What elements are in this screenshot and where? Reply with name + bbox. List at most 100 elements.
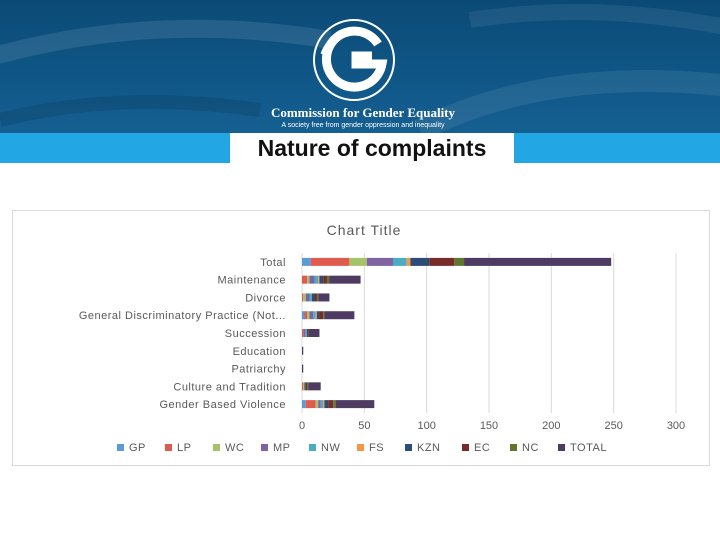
category-label: Succession [225,328,286,340]
legend-label: WC [225,442,244,454]
legend-swatch [405,444,412,451]
bar-segment-total [318,293,330,302]
bar-segment-total [335,400,375,409]
bar-segment-lp [302,293,304,302]
bar-segment-ec [314,293,317,302]
bar-segment-mp [366,257,394,266]
category-label: Education [233,346,286,358]
bar-segment-ec [319,311,324,320]
bar-segment-lp [302,275,307,284]
chart-container: Gender Based Violence Culture and Traditi… [12,210,710,466]
legend-label: MP [273,442,291,454]
chart-category-labels: Gender Based Violence Culture and Traditi… [79,257,286,411]
legend-label: EC [474,442,490,454]
bar-segment-mp [309,311,314,320]
bar-segment-kzn [306,329,309,337]
bar-segment-lp [304,311,307,320]
bar-segment-total [302,346,304,355]
bar-segment-nw [309,293,312,302]
bar-segment-ec [323,275,327,284]
legend-label: GP [129,442,146,454]
bar-segment-nc [333,400,336,409]
bar-segment-mp [305,293,310,302]
x-tick-label: 50 [358,420,370,432]
bar-segment-kzn [304,382,306,391]
title-box [230,133,514,163]
stacked-bar-chart: Gender Based Violence Culture and Traditi… [79,222,685,454]
bar-segment-wc [306,275,310,284]
x-tick-label: 300 [667,420,685,432]
bar-segment-gp [302,311,305,320]
category-label: Patriarchy [231,364,286,376]
x-tick-label: 200 [542,420,560,432]
bar-segment-ec [429,257,455,266]
bar-segment-gp [302,257,311,266]
bar-segment-lp [310,257,350,266]
bar-segment-fs [315,311,317,320]
category-label: Total [260,257,286,269]
bar-segment-total [302,364,304,373]
chart-bars [302,257,612,409]
legend-swatch [558,444,565,451]
bar-segment-lp [302,382,304,391]
legend-swatch [309,444,316,451]
bar-segment-total [464,257,612,266]
bar-segment-kzn [316,311,320,320]
bar-segment-wc [303,382,305,391]
bar-segment-nc [454,257,465,266]
bar-segment-total [324,311,355,320]
bar-segment-wc [349,257,367,266]
legend-swatch [510,444,517,451]
bar-segment-wc [315,400,319,409]
bar-segment-fs [318,275,320,284]
bar-segment-mp [303,329,306,337]
legend-label: FS [369,442,384,454]
bar-segment-nw [305,329,307,337]
bar-segment-ec [328,400,334,409]
bar-segment-kzn [410,257,430,266]
legend-swatch [357,444,364,451]
bar-segment-kzn [319,275,324,284]
bar-segment-kzn [324,400,329,409]
chart-gridlines [301,253,677,413]
bar-segment-nc [323,311,325,320]
bar-segment-nw [313,311,316,320]
bar-segment-mp [309,275,315,284]
legend-swatch [462,444,469,451]
category-label: Gender Based Violence [160,399,287,411]
bar-segment-lp [305,400,316,409]
legend-swatch [165,444,172,451]
chart-tick-labels: 0 50 100 150 200 250 300 [299,420,685,432]
bar-segment-total [309,329,320,337]
x-tick-label: 150 [480,420,498,432]
bar-segment-gp [302,400,306,409]
chart-legend: GP LP WC MP NW FS KZN EC NC TOTAL [117,442,607,454]
bar-segment-kzn [311,293,315,302]
bar-segment-wc [306,311,310,320]
legend-label: LP [177,442,191,454]
organization-name: Commission for Gender Equality [270,105,456,120]
legend-swatch [261,444,268,451]
legend-label: KZN [417,442,441,454]
legend-label: TOTAL [570,442,607,454]
bar-segment-nc [306,382,309,391]
header-decoration [0,4,720,133]
bar-segment-lp [302,329,304,337]
chart-title: Chart Title [327,222,402,238]
header-banner: Commission for Gender Equality A society… [0,0,720,133]
bar-segment-fs [406,257,411,266]
bar-segment-ec [305,382,307,391]
legend-label: NW [321,442,340,454]
bar-segment-fs [323,400,325,409]
cge-logo-icon [313,19,395,101]
category-label: Culture and Tradition [173,381,286,393]
bar-segment-nc [326,275,330,284]
legend-swatch [213,444,220,451]
bar-segment-nw [320,400,324,409]
bar-segment-ec [308,329,310,337]
bar-segment-nw [393,257,407,266]
category-label: Maintenance [218,275,287,287]
bar-segment-nw [314,275,319,284]
organization-tagline: A society free from gender oppression an… [281,122,445,129]
slide-title: Nature of complaints [257,135,487,161]
